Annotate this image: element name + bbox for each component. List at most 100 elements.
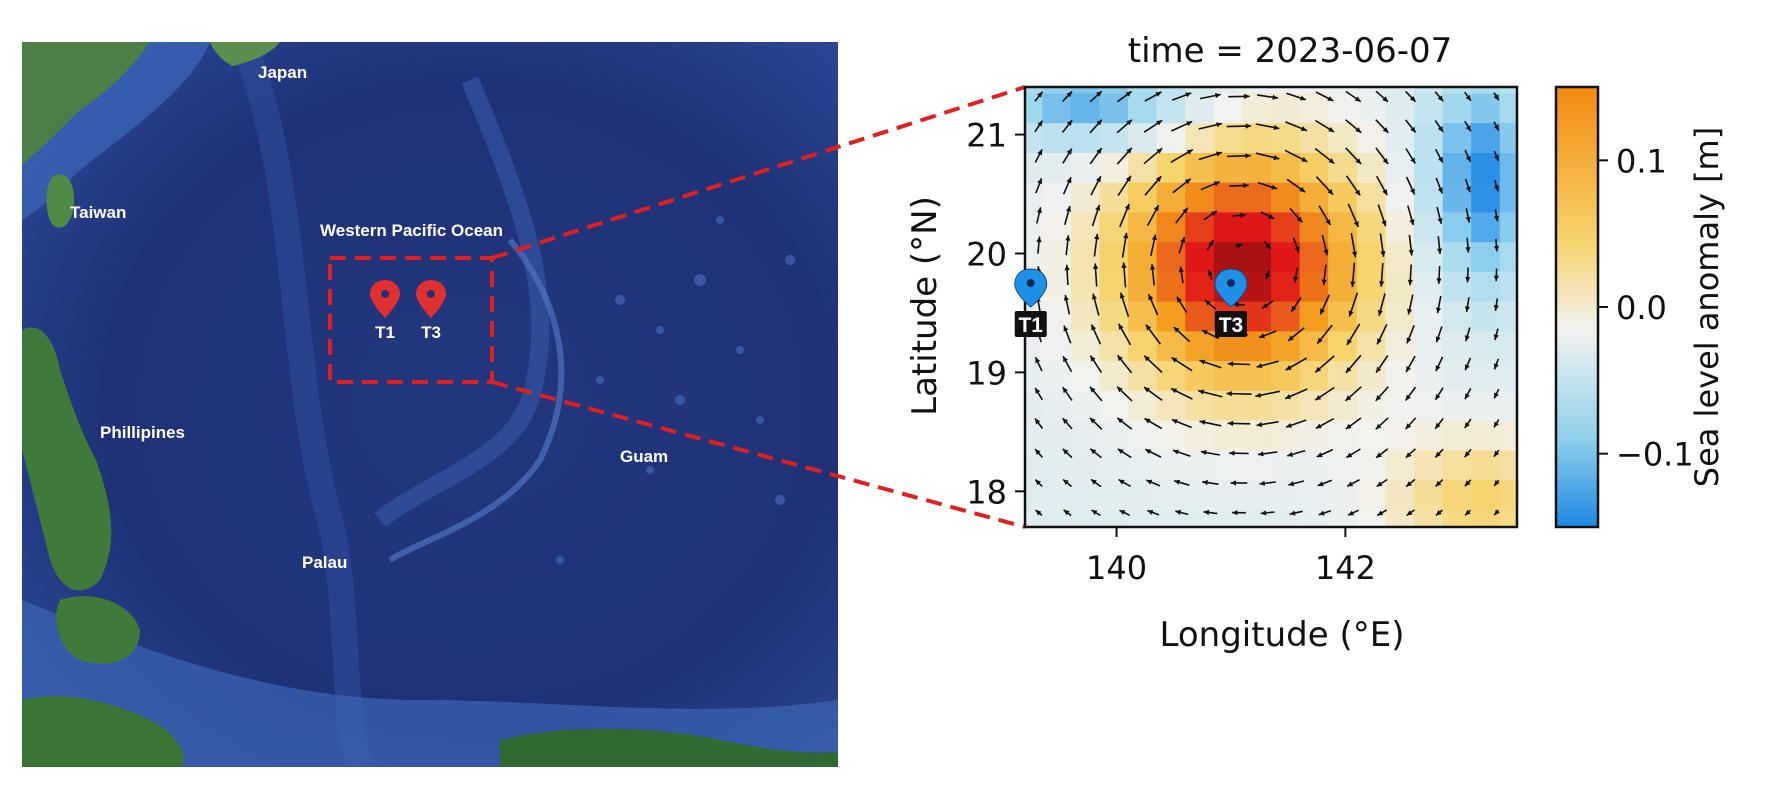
velocity-arrow <box>1493 92 1500 101</box>
ocean-background <box>22 42 838 767</box>
velocity-arrow <box>1377 204 1387 227</box>
velocity-arrow <box>1116 147 1133 165</box>
velocity-arrow <box>1143 355 1163 374</box>
velocity-arrow <box>1144 91 1162 102</box>
velocity-arrow <box>1494 209 1500 222</box>
heatmap-cell <box>1213 122 1243 153</box>
velocity-arrow <box>1375 448 1389 459</box>
velocity-arrow <box>1091 509 1101 517</box>
heatmap-cell <box>1156 509 1186 527</box>
velocity-arrow <box>1316 324 1333 345</box>
heatmap-cell <box>1499 301 1517 332</box>
velocity-arrow <box>1465 237 1471 253</box>
velocity-arrow <box>1090 324 1102 345</box>
velocity-arrow <box>1434 148 1444 164</box>
velocity-arrow <box>1144 448 1162 458</box>
velocity-arrow <box>1375 386 1389 402</box>
heatmap-cell <box>1185 87 1215 94</box>
velocity-arrow <box>1119 292 1130 317</box>
velocity-arrow <box>1407 205 1415 226</box>
heatmap-cell <box>1070 301 1100 332</box>
velocity-arrow <box>1089 448 1103 459</box>
heatmap-cell <box>1499 122 1517 153</box>
heatmap-cell <box>1442 87 1472 94</box>
heatmap-cell <box>1213 211 1243 243</box>
heatmap-cell <box>1242 87 1272 94</box>
heatmap-cells <box>1025 87 1517 527</box>
velocity-arrow <box>1285 357 1308 371</box>
heatmap-cell <box>1442 241 1472 272</box>
marker-label-t1: T1 <box>375 323 395 342</box>
land-newguinea <box>500 728 838 767</box>
heatmap-cell <box>1271 420 1301 451</box>
velocity-arrow <box>1285 121 1308 132</box>
marker-label-t3: T3 <box>421 323 441 342</box>
velocity-arrow <box>1344 386 1362 402</box>
velocity-arrow <box>1493 179 1499 192</box>
velocity-arrow <box>1116 386 1133 402</box>
heatmap-cell <box>1070 479 1100 510</box>
velocity-arrow <box>1265 270 1271 280</box>
heatmap-cell <box>1242 330 1272 362</box>
heatmap-cell <box>1025 152 1043 183</box>
velocity-arrow <box>1376 478 1388 488</box>
velocity-arrow <box>1150 264 1156 286</box>
station-marker-t1: T1 <box>1014 268 1048 337</box>
heatmap-cell <box>1128 271 1158 302</box>
land-china <box>22 42 150 165</box>
velocity-arrow <box>1435 479 1444 487</box>
velocity-arrow <box>1348 292 1359 317</box>
velocity-arrow <box>1406 509 1415 517</box>
velocity-arrow <box>1201 329 1220 340</box>
velocity-arrow <box>1289 510 1303 516</box>
velocity-arrow <box>1345 147 1362 165</box>
velocity-arrow <box>1176 296 1188 313</box>
heatmap-cell <box>1099 360 1129 391</box>
heatmap-cell <box>1213 87 1243 94</box>
velocity-arrow <box>1435 326 1443 343</box>
velocity-arrow <box>1200 180 1221 191</box>
heatmap-cell <box>1099 509 1129 527</box>
velocity-arrow <box>1257 181 1278 190</box>
heatmap-cell <box>1499 390 1517 421</box>
velocity-arrow <box>1436 236 1443 255</box>
heatmap-cell <box>1299 87 1329 94</box>
velocity-arrow <box>1493 388 1500 399</box>
velocity-arrow <box>1379 263 1385 287</box>
heatmap-cell <box>1499 211 1517 243</box>
heatmap-cell <box>1442 182 1472 213</box>
velocity-arrow <box>1287 327 1305 342</box>
heatmap-cell <box>1070 360 1100 391</box>
velocity-arrow <box>1405 448 1416 459</box>
heatmap-cell <box>1042 330 1072 362</box>
heatmap-cell <box>1128 87 1158 94</box>
map-marker-t1: T1 <box>370 280 400 342</box>
heatmap-cell <box>1499 182 1517 213</box>
heatmap-cell <box>1042 390 1072 421</box>
chart-title: time = 2023-06-07 <box>1128 31 1453 71</box>
heatmap-cell <box>1499 360 1517 391</box>
heatmap-cell <box>1025 87 1043 94</box>
heatmap-cell <box>1042 87 1072 94</box>
velocity-arrow <box>1089 386 1103 402</box>
velocity-arrow <box>1116 119 1133 134</box>
velocity-arrow <box>1314 119 1335 133</box>
label-philippines: Phillipines <box>100 423 185 442</box>
velocity-arrow <box>1345 354 1362 374</box>
velocity-arrow <box>1314 147 1335 165</box>
velocity-arrow <box>1258 330 1277 339</box>
velocity-arrow <box>1143 119 1163 133</box>
heatmap-cell <box>1328 182 1358 213</box>
velocity-arrow <box>1284 388 1308 400</box>
colorbar-tick-label: 0.1 <box>1616 142 1667 180</box>
velocity-arrow <box>1464 357 1472 371</box>
velocity-arrow <box>1171 92 1192 101</box>
velocity-arrow <box>1034 91 1044 102</box>
velocity-arrow <box>1375 90 1389 103</box>
velocity-arrow <box>1263 240 1272 250</box>
velocity-arrow <box>1064 205 1071 226</box>
velocity-arrow <box>1117 175 1132 197</box>
heatmap-cell <box>1299 509 1329 527</box>
heatmap-cell <box>1499 87 1517 94</box>
velocity-arrow <box>1315 91 1334 102</box>
